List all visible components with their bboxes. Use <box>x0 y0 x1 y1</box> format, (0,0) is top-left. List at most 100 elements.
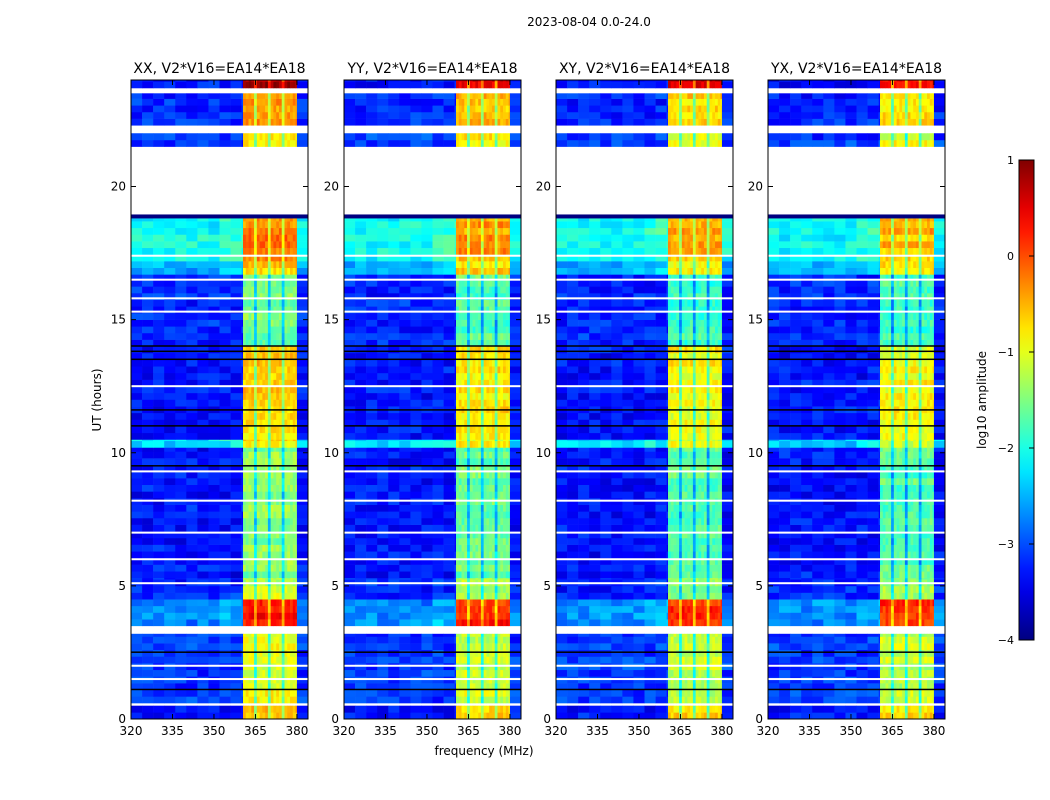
heatmap-cell <box>278 571 283 579</box>
heatmap-cell <box>491 643 496 651</box>
heatmap-cell <box>508 346 511 354</box>
heatmap-cell <box>421 451 433 459</box>
blank-line <box>131 297 308 300</box>
heatmap-cell <box>284 81 288 89</box>
heatmap-cell <box>461 339 465 347</box>
heatmap-cell <box>259 274 263 280</box>
heatmap-cell <box>472 551 476 559</box>
heatmap-cell <box>243 705 247 713</box>
heatmap-cell <box>197 689 209 697</box>
heatmap-cell <box>503 319 507 327</box>
heatmap-cell <box>245 557 249 565</box>
heatmap-cell <box>278 98 283 106</box>
heatmap-cell <box>355 564 367 572</box>
panel-frame <box>130 79 309 720</box>
heatmap-cell <box>248 392 252 400</box>
heatmap-cell <box>494 447 498 452</box>
heatmap-cell <box>197 372 209 380</box>
heatmap-cell <box>197 332 209 340</box>
heatmap-cell <box>295 372 298 380</box>
heatmap-cell <box>245 267 249 275</box>
heatmap-cell <box>290 564 294 572</box>
heatmap-cell <box>273 705 277 713</box>
heatmap-cell <box>469 451 473 459</box>
flagged-line <box>131 651 308 653</box>
heatmap-cell <box>281 689 285 697</box>
heatmap-cell <box>491 605 496 613</box>
heatmap-cell <box>296 585 309 593</box>
heatmap-cell <box>503 426 507 434</box>
heatmap-cell <box>259 372 263 380</box>
blank-line <box>131 385 308 388</box>
heatmap-cell <box>273 636 277 644</box>
heatmap-cell <box>230 440 242 448</box>
heatmap-cell <box>464 352 468 360</box>
heatmap-cell <box>142 274 154 280</box>
heatmap-cell <box>494 619 498 627</box>
heatmap-cell <box>142 139 154 147</box>
heatmap-cell <box>142 379 154 387</box>
heatmap-cell <box>219 504 231 512</box>
heatmap-cell <box>464 319 468 327</box>
heatmap-cell <box>296 419 309 427</box>
heatmap-cell <box>475 399 479 407</box>
heatmap-cell <box>478 447 482 452</box>
heatmap-cell <box>458 447 462 452</box>
heatmap-cell <box>388 471 400 479</box>
heatmap-cell <box>456 524 460 532</box>
heatmap-cell <box>267 133 271 141</box>
heatmap-cell <box>281 464 285 472</box>
heatmap-cell <box>284 619 288 627</box>
heatmap-cell <box>259 359 263 367</box>
heatmap-cell <box>469 531 473 539</box>
heatmap-cell <box>256 392 260 400</box>
heatmap-cell <box>399 696 411 704</box>
heatmap-cell <box>491 312 496 320</box>
heatmap-cell <box>295 80 298 82</box>
heatmap-cell <box>344 537 356 545</box>
heatmap-cell <box>475 312 479 320</box>
heatmap-cell <box>270 80 274 82</box>
heatmap-cell <box>458 669 462 677</box>
heatmap-cell <box>461 599 465 607</box>
heatmap-cell <box>259 577 263 580</box>
heatmap-cell <box>164 440 176 448</box>
heatmap-cell <box>497 447 501 452</box>
heatmap-cell <box>219 571 231 579</box>
heatmap-cell <box>399 386 411 394</box>
heatmap-cell <box>273 399 277 407</box>
heatmap-cell <box>186 359 198 367</box>
heatmap-cell <box>175 352 187 360</box>
heatmap-cell <box>267 599 271 607</box>
heatmap-cell <box>432 386 444 394</box>
heatmap-cell <box>503 705 507 713</box>
heatmap-cell <box>259 511 263 519</box>
heatmap-cell <box>478 636 482 644</box>
heatmap-cell <box>292 111 296 119</box>
heatmap-cell <box>219 133 231 141</box>
heatmap-cell <box>278 267 283 275</box>
heatmap-cell <box>467 346 471 354</box>
heatmap-cell <box>265 274 269 280</box>
heatmap-cell <box>245 372 249 380</box>
heatmap-cell <box>256 234 260 242</box>
heatmap-cell <box>131 299 143 307</box>
heatmap-cell <box>505 696 509 704</box>
heatmap-cell <box>267 471 271 479</box>
heatmap-cell <box>432 524 444 532</box>
heatmap-cell <box>483 299 487 307</box>
heatmap-cell <box>355 379 367 387</box>
heatmap-cell <box>219 392 231 400</box>
heatmap-cell <box>243 80 247 82</box>
heatmap-cell <box>208 605 220 613</box>
heatmap-cell <box>475 599 479 607</box>
heatmap-cell <box>175 585 187 593</box>
heatmap-cell <box>254 306 258 314</box>
heatmap-cell <box>467 689 471 697</box>
heatmap-cell <box>443 458 455 466</box>
heatmap-cell <box>259 299 263 307</box>
heatmap-cell <box>186 332 198 340</box>
heatmap-cell <box>270 133 274 141</box>
heatmap-cell <box>500 592 504 600</box>
heatmap-cell <box>276 447 280 452</box>
